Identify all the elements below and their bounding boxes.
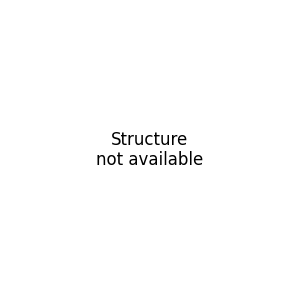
Text: Structure
not available: Structure not available: [96, 130, 204, 170]
